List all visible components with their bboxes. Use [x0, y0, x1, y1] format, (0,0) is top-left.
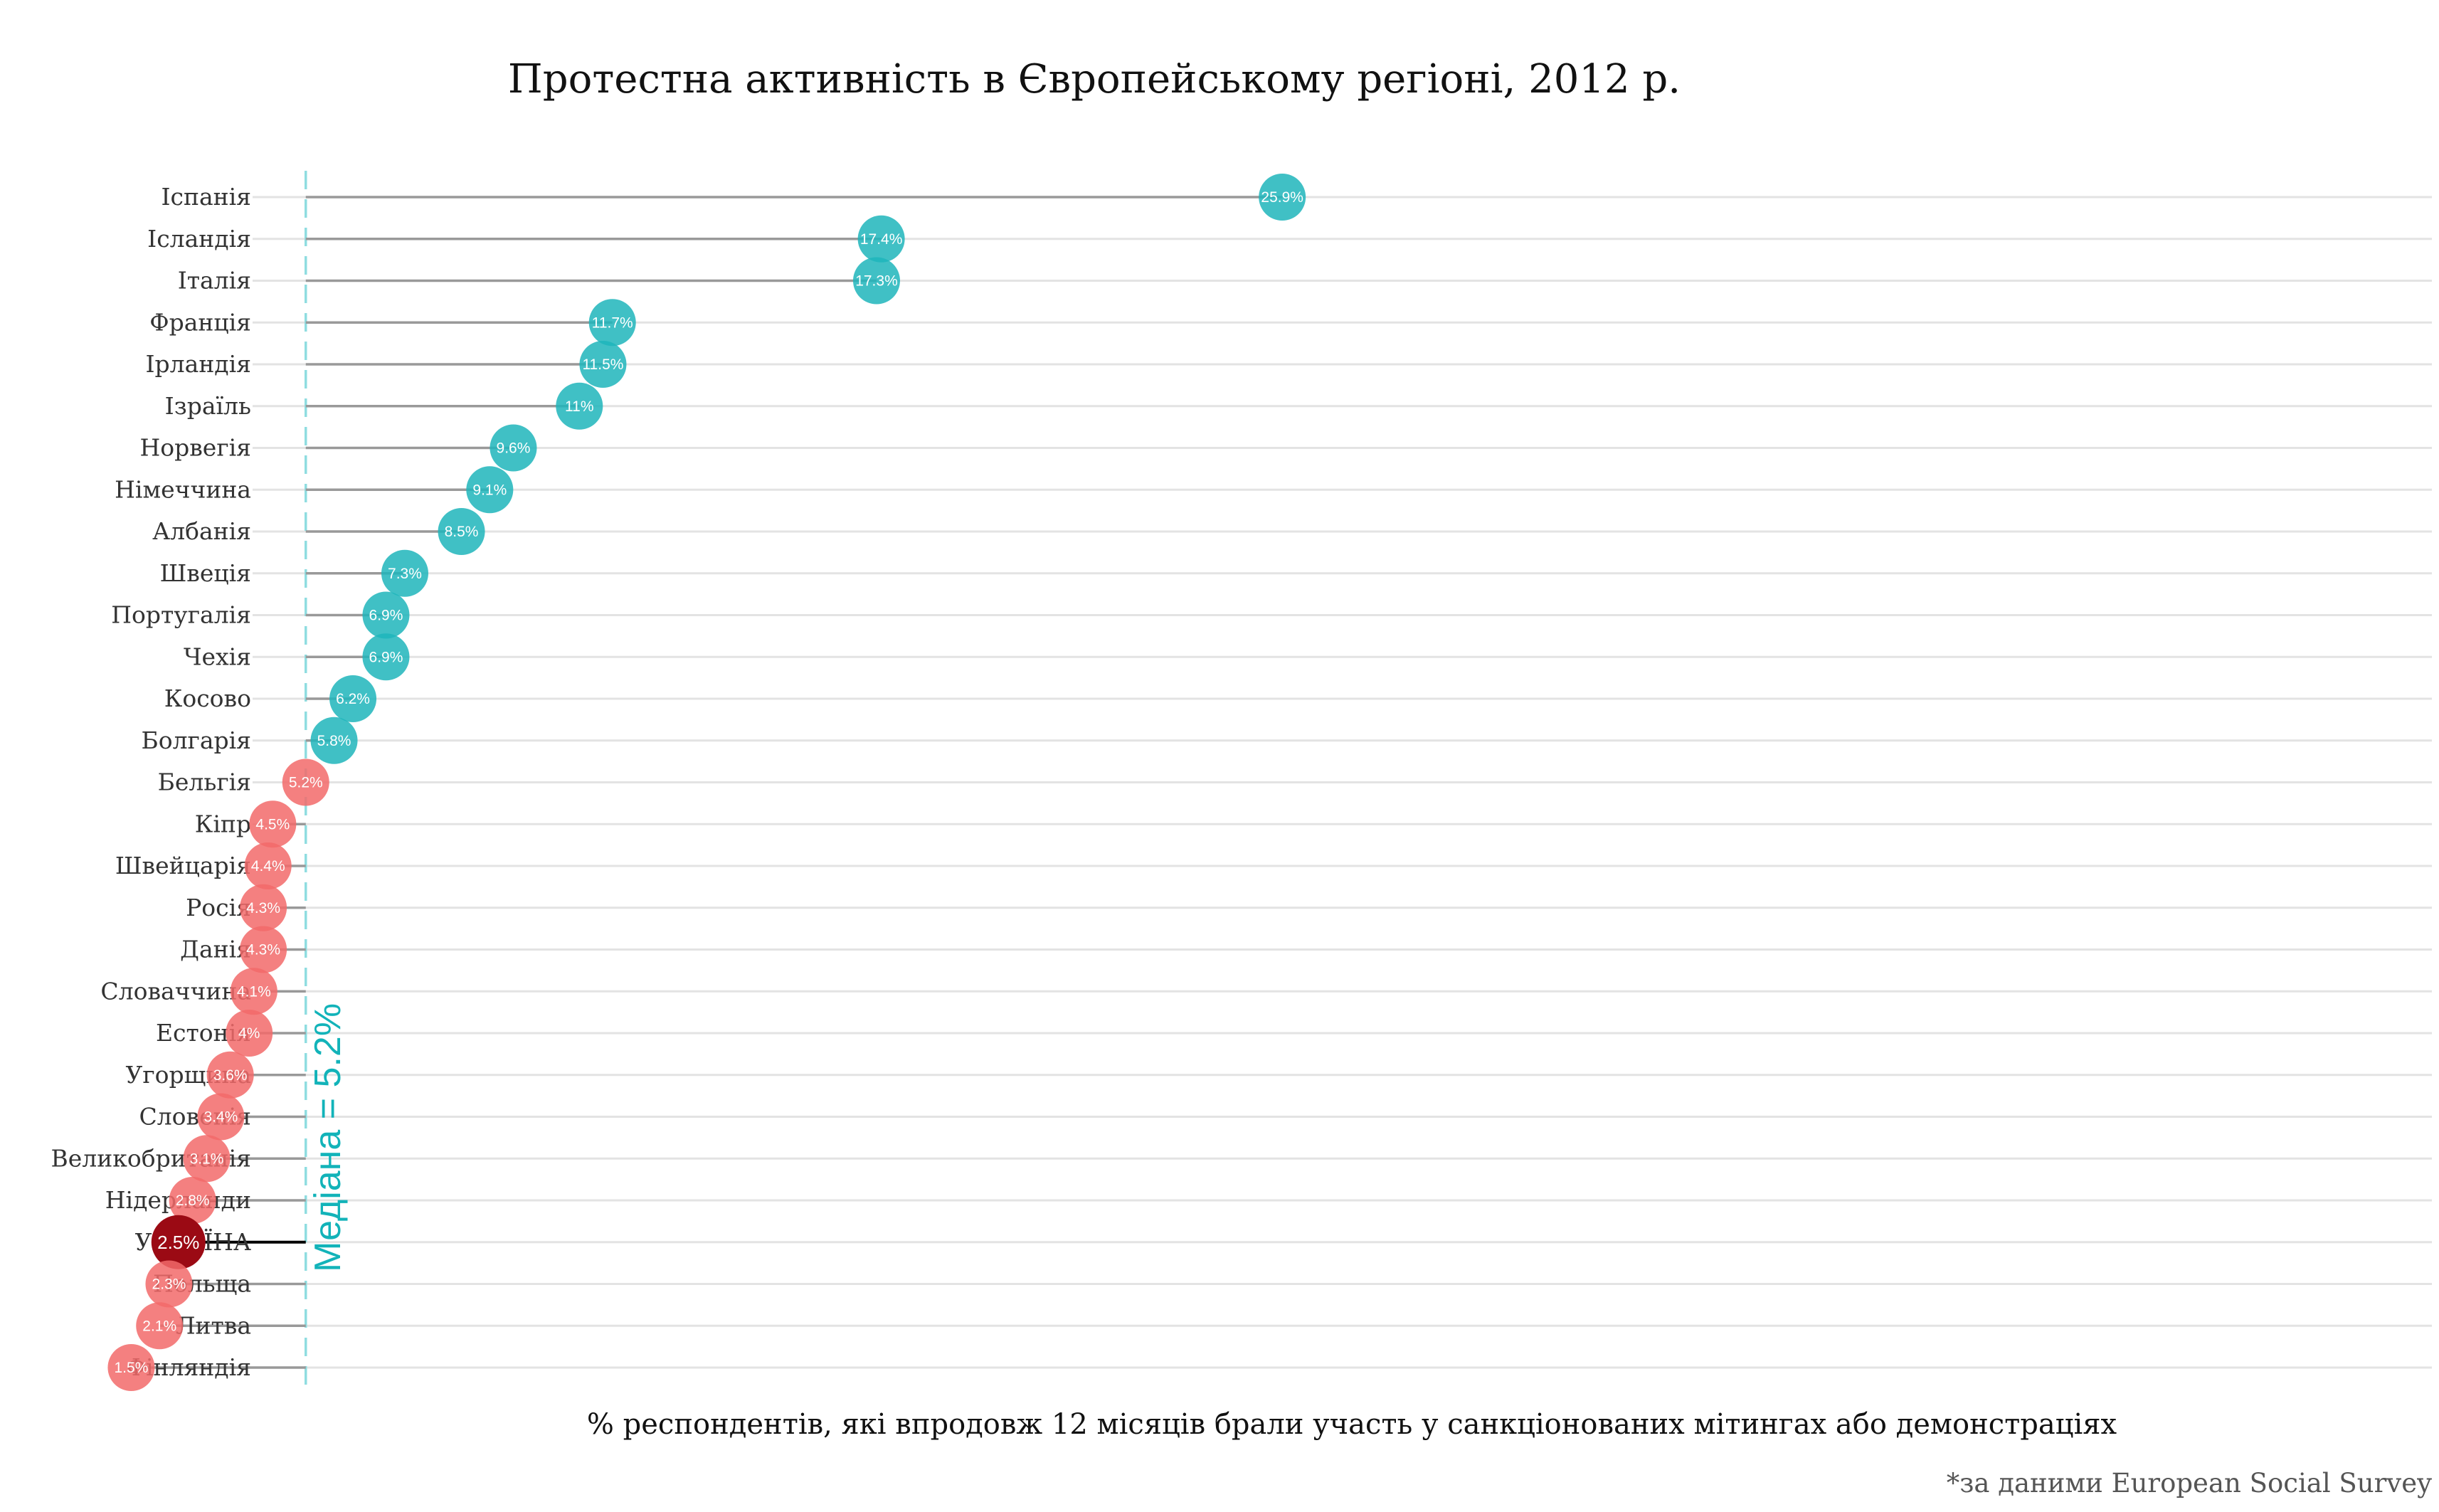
stem-layer — [131, 196, 1283, 1369]
country-label: Ізраїль — [165, 392, 251, 420]
country-label: Іспанія — [161, 183, 251, 211]
value-label: 7.3% — [388, 566, 422, 582]
value-label: 6.2% — [336, 691, 370, 707]
dot-8 — [466, 466, 514, 514]
value-label: 4.5% — [255, 816, 290, 832]
dot-14 — [310, 717, 358, 764]
dot-17 — [244, 842, 292, 889]
dot-18 — [240, 884, 287, 931]
country-labels: Іспанія Ісландія Італія Франція Ірландія Ізра… — [51, 183, 251, 1381]
country-label: Бельгія — [158, 768, 251, 796]
country-label: Словаччина — [100, 977, 251, 1005]
value-label: 11.5% — [582, 356, 623, 373]
country-label: Франція — [149, 308, 251, 336]
dot-29 — [107, 1344, 155, 1391]
dot-15 — [282, 758, 329, 806]
dot-16 — [249, 800, 297, 848]
value-label: 3.1% — [190, 1151, 224, 1167]
value-label: 9.6% — [497, 440, 531, 457]
dot-24 — [183, 1135, 231, 1183]
value-label: 11.7% — [592, 314, 633, 331]
value-label: 2.8% — [176, 1193, 210, 1209]
value-label: 6.9% — [369, 649, 403, 665]
country-label: Ірландія — [146, 350, 251, 378]
dot-10 — [381, 549, 428, 597]
dot-1 — [1259, 174, 1306, 221]
value-label: 11% — [565, 398, 593, 415]
dot-21 — [226, 1010, 273, 1057]
grid-layer — [253, 196, 2432, 1369]
value-label: 3.6% — [213, 1067, 248, 1084]
dot-layer: 25.9% 17.4% 17.3% 11.7% 11.5% 11% 9.6% 9.1% 8.5%… — [107, 174, 1306, 1391]
value-label: 5.2% — [289, 775, 323, 791]
dot-20 — [230, 968, 277, 1015]
country-label: Італія — [178, 267, 251, 295]
source-caption: *за даними European Social Survey — [1947, 1468, 2432, 1498]
dot-2 — [857, 215, 905, 263]
value-label: 8.5% — [445, 524, 479, 540]
value-label: 9.1% — [472, 482, 507, 498]
value-label: 25.9% — [1261, 189, 1303, 206]
value-label: 6.9% — [369, 608, 403, 624]
country-label: Швейцарія — [115, 852, 251, 879]
value-label: 3.4% — [203, 1109, 238, 1126]
value-label: 1.5% — [115, 1360, 149, 1376]
dot-4 — [588, 299, 636, 347]
country-label: Болгарія — [141, 726, 251, 754]
chart-title: Протестна активність в Європейському рег… — [508, 56, 1681, 102]
value-label: 4% — [238, 1025, 260, 1042]
country-label: Албанія — [152, 517, 251, 545]
value-label: 4.1% — [237, 983, 271, 1000]
country-label: Данія — [180, 936, 251, 963]
country-label: Литва — [176, 1311, 251, 1339]
country-label: Швеція — [160, 559, 251, 587]
country-label: Косово — [164, 684, 251, 712]
dot-27 — [145, 1260, 193, 1308]
dot-28 — [136, 1302, 184, 1350]
value-label: 4.3% — [246, 942, 280, 958]
country-label: Чехія — [184, 643, 251, 670]
dot-5 — [579, 341, 627, 388]
value-label: 17.3% — [855, 273, 898, 290]
country-label: Німеччина — [115, 475, 251, 503]
dot-22 — [206, 1051, 254, 1099]
country-label: Кіпр — [195, 810, 251, 837]
value-label: 2.3% — [152, 1276, 186, 1293]
dot-3 — [852, 257, 900, 305]
country-label: Ісландія — [147, 225, 251, 253]
value-label: 5.8% — [317, 733, 351, 749]
country-label: Норвегія — [139, 434, 251, 462]
dot-26 — [151, 1215, 206, 1269]
value-label: 4.3% — [246, 900, 280, 916]
x-axis-label: % респондентів, які впродовж 12 місяців … — [587, 1408, 2117, 1441]
value-label: 2.1% — [142, 1318, 176, 1334]
dot-9 — [438, 508, 485, 555]
dot-7 — [490, 424, 537, 472]
country-label: Португалія — [111, 601, 251, 629]
dot-12 — [362, 633, 410, 681]
dot-11 — [362, 591, 410, 639]
dot-25 — [169, 1177, 216, 1224]
dot-13 — [329, 675, 377, 722]
median-label: Медіана = 5.2% — [307, 1003, 349, 1272]
value-label: 17.4% — [860, 231, 903, 248]
value-label: 2.5% — [157, 1232, 199, 1253]
value-label: 4.4% — [251, 858, 285, 874]
dot-23 — [197, 1093, 245, 1141]
dot-19 — [240, 926, 287, 973]
dot-6 — [556, 382, 603, 430]
